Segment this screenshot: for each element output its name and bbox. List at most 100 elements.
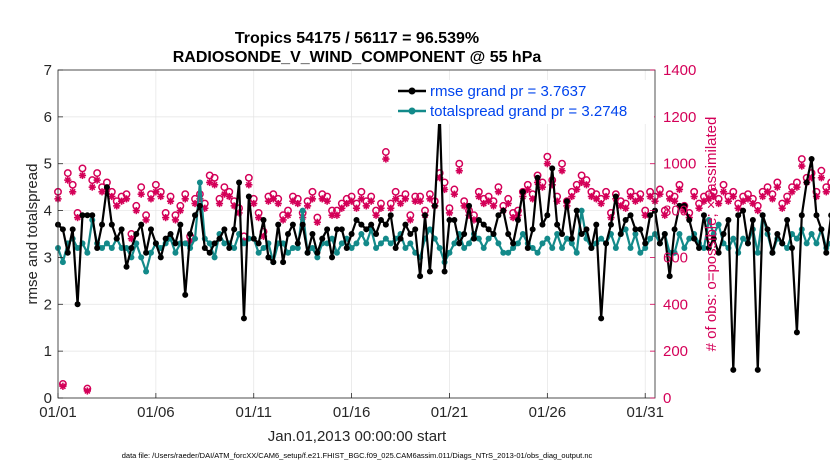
rmse-point <box>779 240 786 247</box>
obs-assimilated-stroke <box>348 198 355 205</box>
obs-assimilated-point <box>485 197 493 205</box>
rmse-point <box>563 198 570 205</box>
obs-assimilated-stroke <box>544 160 551 167</box>
obs-possible-point <box>381 148 390 156</box>
obs-assimilated-point <box>269 195 277 203</box>
rmse-point <box>456 240 463 247</box>
spread-point <box>480 245 487 252</box>
rmse-point <box>627 212 634 219</box>
obs-assimilated-point <box>504 199 512 208</box>
spread-point <box>426 226 433 233</box>
spread-point <box>446 249 453 256</box>
rmse-point <box>162 235 169 242</box>
spread-point <box>505 249 512 256</box>
spread-point <box>99 245 106 252</box>
rmse-point <box>245 193 252 200</box>
obs-assimilated-stroke <box>642 212 649 219</box>
obs-assimilated-stroke <box>598 200 605 207</box>
y-tick-label: 3 <box>44 249 52 266</box>
rmse-point <box>793 329 800 336</box>
spread-point <box>740 235 747 242</box>
obs-assimilated-stroke <box>328 212 336 219</box>
rmse-point <box>735 212 742 219</box>
obs-assimilated-point <box>162 214 170 222</box>
obs-assimilated-stroke <box>182 195 189 202</box>
obs-assimilated-stroke <box>74 214 81 221</box>
spread-point <box>260 245 267 252</box>
rmse-point <box>666 273 673 280</box>
obs-possible-point <box>827 178 830 187</box>
rmse-point <box>387 212 394 219</box>
obs-possible-point <box>93 169 102 178</box>
obs-assimilated-point <box>763 188 772 196</box>
obs-assimilated-point <box>88 183 96 191</box>
obs-possible-point <box>543 152 552 161</box>
rmse-point <box>196 202 203 209</box>
obs-assimilated-point <box>401 195 410 203</box>
x-tick-label: 01/16 <box>333 404 371 421</box>
spread-point <box>466 240 473 247</box>
obs-assimilated-point <box>69 188 77 196</box>
obs-assimilated-stroke <box>793 184 800 191</box>
obs-assimilated-stroke <box>157 193 164 200</box>
spread-point <box>529 245 536 252</box>
obs-assimilated-stroke <box>142 216 150 224</box>
rmse-point <box>661 231 668 237</box>
legend-rmse-marker <box>408 87 416 95</box>
obs-assimilated-point <box>313 218 321 226</box>
spread-point <box>715 221 722 228</box>
obs-assimilated-point <box>455 167 463 175</box>
spread-point <box>485 235 492 242</box>
obs-assimilated-stroke <box>69 188 76 195</box>
obs-assimilated-stroke <box>446 209 453 216</box>
rmse-point <box>69 226 76 233</box>
rmse-point <box>177 221 184 228</box>
x-axis: 01/01 01/06 01/11 01/16 01/21 01/26 01/31 <box>39 393 664 421</box>
obs-possible-point <box>137 183 146 192</box>
obs-assimilated-stroke <box>226 193 233 200</box>
obs-assimilated-point <box>568 192 576 201</box>
obs-assimilated-stroke <box>314 219 321 226</box>
obs-assimilated-stroke <box>270 195 277 202</box>
obs-possible-point <box>357 187 366 196</box>
rmse-point <box>730 366 737 373</box>
rmse-point <box>324 226 331 233</box>
obs-assimilated-point <box>768 195 777 203</box>
rmse-point <box>108 221 115 228</box>
rmse-point <box>480 221 487 228</box>
spread-point <box>808 231 815 237</box>
rmse-point <box>505 231 512 237</box>
obs-assimilated-point <box>83 387 91 395</box>
rmse-point <box>368 221 375 228</box>
spread-point <box>544 235 551 242</box>
x-tick-label: 01/21 <box>431 404 469 421</box>
rmse-point <box>578 231 585 237</box>
obs-assimilated-stroke <box>573 186 580 193</box>
rmse-point <box>524 245 531 252</box>
rmse-point <box>519 188 526 195</box>
rmse-point <box>221 226 228 233</box>
rmse-point <box>187 231 194 237</box>
obs-possible-point <box>308 187 317 196</box>
spread-point <box>647 235 654 242</box>
rmse-point <box>500 207 507 214</box>
spread-point <box>642 245 649 252</box>
rmse-point <box>612 193 619 200</box>
footer-data-file: data file: /Users/raeder/DAI/ATM_forcXX/… <box>122 451 593 460</box>
obs-assimilated-stroke <box>138 191 145 198</box>
left-axis: 0 1 2 3 4 5 6 7 <box>44 62 63 407</box>
spread-point <box>147 249 154 256</box>
obs-assimilated-point <box>656 190 664 198</box>
obs-assimilated-point <box>754 206 762 215</box>
obs-assimilated-point <box>108 192 116 201</box>
obs-assimilated-stroke <box>798 162 805 170</box>
rmse-point <box>510 240 517 247</box>
rmse-point <box>250 235 257 242</box>
obs-assimilated-stroke <box>79 172 86 179</box>
obs-assimilated-stroke <box>250 200 257 207</box>
rmse-point <box>446 216 453 223</box>
legend-spread-label: totalspread grand pr = 3.2748 <box>430 103 627 120</box>
obs-assimilated-point <box>538 183 547 191</box>
obs-assimilated-stroke <box>382 155 389 163</box>
spread-point <box>573 249 580 256</box>
